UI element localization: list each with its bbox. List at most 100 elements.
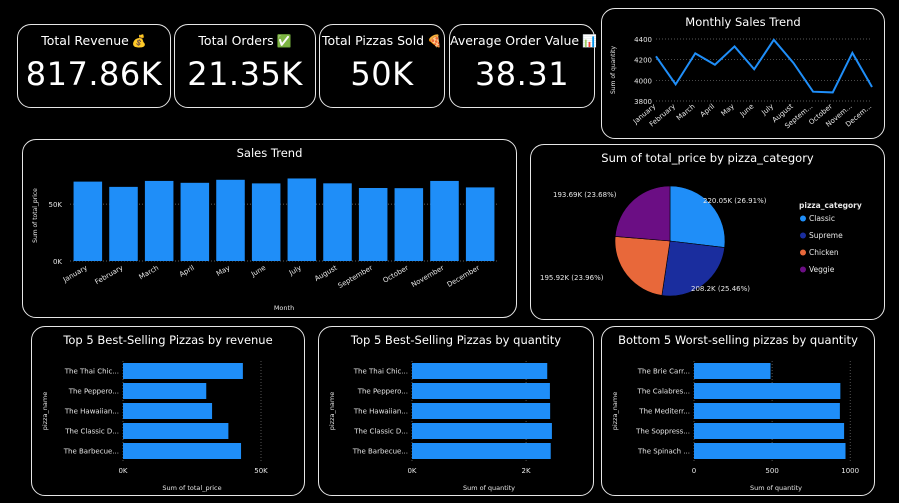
bar — [144, 180, 174, 261]
y-axis-label: Sum of total_price — [32, 188, 39, 243]
y-axis-label: pizza_name — [328, 392, 336, 430]
x-tick-label: July — [760, 102, 776, 117]
bar — [412, 403, 551, 419]
chart-title: Monthly Sales Trend — [685, 15, 801, 29]
bar — [412, 443, 551, 459]
x-tick-label: July — [287, 264, 303, 278]
x-tick-label: June — [249, 264, 267, 279]
y-tick-label: The Barbecue... — [63, 448, 119, 456]
bar — [412, 423, 552, 439]
x-tick-label: 0K — [407, 467, 416, 475]
x-tick-label: November — [410, 264, 446, 289]
kpi-card-total-revenue: Total Revenue 💰 817.86K — [17, 24, 171, 108]
chart-title: Top 5 Best-Selling Pizzas by revenue — [63, 333, 273, 347]
x-tick-label: 0 — [692, 467, 696, 475]
pie-slice — [669, 185, 726, 248]
kpi-label: Total Revenue 💰 — [41, 33, 147, 48]
y-tick-label: The Classic D... — [353, 428, 408, 436]
chart-card-bottom5-quantity: Bottom 5 Worst-selling pizzas by quantit… — [601, 326, 875, 496]
slice-data-label: 195.92K (23.96%) — [540, 274, 604, 282]
kpi-card-total-orders: Total Orders ✅ 21.35K — [174, 24, 316, 108]
y-tick-label: The Barbecue... — [352, 448, 408, 456]
kpi-value: 50K — [350, 55, 414, 93]
x-tick-label: 50K — [254, 467, 268, 475]
pie-slice — [614, 185, 671, 242]
bar-chart-icon: 📊 — [582, 34, 598, 48]
bar — [394, 188, 424, 261]
legend-label: Classic — [809, 214, 835, 223]
y-axis-label: pizza_name — [41, 392, 49, 430]
y-tick-label: The Thai Chic... — [64, 368, 119, 376]
x-tick-label: 500 — [765, 467, 778, 475]
bar — [412, 383, 550, 399]
x-tick-label: April — [178, 264, 196, 279]
bar — [123, 363, 243, 379]
y-tick-label: The Hawaiian... — [353, 408, 408, 416]
bar — [180, 182, 210, 261]
kpi-card-average-order-value: Average Order Value 📊 38.31 — [449, 24, 598, 108]
bar — [694, 423, 845, 439]
y-tick-label: 0K — [53, 258, 62, 266]
kpi-value: 21.35K — [187, 55, 303, 93]
y-tick-label: The Calabres... — [637, 388, 690, 396]
top5-revenue-bar-chart: 0K 50K The Thai Chic... The Peppero... The H… — [41, 361, 268, 492]
slice-data-label: 193.69K (23.68%) — [553, 191, 617, 199]
kpi-label: Total Pizzas Sold 🍕 — [321, 33, 443, 48]
x-tick-label: October — [382, 264, 410, 285]
kpi-value: 38.31 — [474, 55, 570, 93]
y-tick-label: The Classic D... — [64, 428, 119, 436]
legend-marker — [800, 266, 806, 273]
bar — [123, 443, 242, 459]
x-tick-label: March — [675, 102, 696, 122]
bar — [287, 178, 317, 261]
y-tick-label: 4000 — [634, 77, 652, 85]
pie-slice — [614, 236, 671, 296]
slice-data-label: 220.05K (26.91%) — [703, 197, 767, 205]
legend-marker — [800, 215, 806, 222]
x-tick-label: December — [446, 264, 482, 289]
check-mark-icon: ✅ — [276, 34, 292, 48]
pizza-icon: 🍕 — [427, 34, 443, 48]
category-pie-chart: 220.05K (26.91%) 208.2K (25.46%) 195.92K (… — [540, 185, 862, 297]
bar — [251, 183, 281, 261]
bar — [694, 363, 771, 379]
bar — [123, 403, 213, 419]
x-tick-label: August — [313, 264, 338, 283]
y-tick-label: 4400 — [634, 36, 652, 44]
legend-marker — [800, 232, 806, 239]
legend-label: Supreme — [809, 231, 843, 240]
chart-title: Bottom 5 Worst-selling pizzas by quantit… — [618, 333, 858, 347]
chart-card-top5-revenue: Top 5 Best-Selling Pizzas by revenue 0K 5… — [31, 326, 305, 496]
bar — [123, 383, 207, 399]
pie-slice — [661, 240, 725, 297]
y-tick-label: The Spinach ... — [637, 448, 690, 456]
x-tick-label: September — [337, 264, 375, 290]
bar — [109, 186, 138, 261]
bar — [694, 383, 841, 399]
legend-label: Chicken — [809, 248, 839, 257]
money-bag-icon: 💰 — [131, 34, 147, 48]
bar — [216, 179, 245, 261]
x-axis-label: Sum of quantity — [463, 484, 515, 492]
slice-data-label: 208.2K (25.46%) — [691, 285, 750, 293]
y-tick-label: The Mediterr... — [638, 408, 690, 416]
bar — [123, 423, 229, 439]
chart-card-top5-quantity: Top 5 Best-Selling Pizzas by quantity 0K… — [318, 326, 594, 496]
x-tick-label: April — [699, 102, 716, 118]
x-axis-label: Sum of total_price — [162, 484, 221, 492]
y-tick-label: 3800 — [634, 98, 652, 106]
y-axis-label: Sum of quantity — [610, 46, 617, 95]
bar — [358, 187, 388, 261]
x-tick-label: 2K — [522, 467, 531, 475]
y-tick-label: The Peppero... — [357, 388, 408, 396]
chart-card-sales-trend: Sales Trend 0K 50K January February March Apr… — [22, 139, 517, 318]
chart-title: Sum of total_price by pizza_category — [601, 151, 814, 165]
y-axis-label: pizza_name — [611, 392, 619, 430]
chart-card-category-pie: Sum of total_price by pizza_category 220… — [530, 144, 885, 320]
legend-label: Veggie — [809, 265, 835, 274]
x-axis-label: Sum of quantity — [750, 484, 802, 492]
y-tick-label: The Brie Carr... — [637, 368, 690, 376]
x-tick-label: 0K — [118, 467, 127, 475]
bar — [465, 187, 495, 261]
